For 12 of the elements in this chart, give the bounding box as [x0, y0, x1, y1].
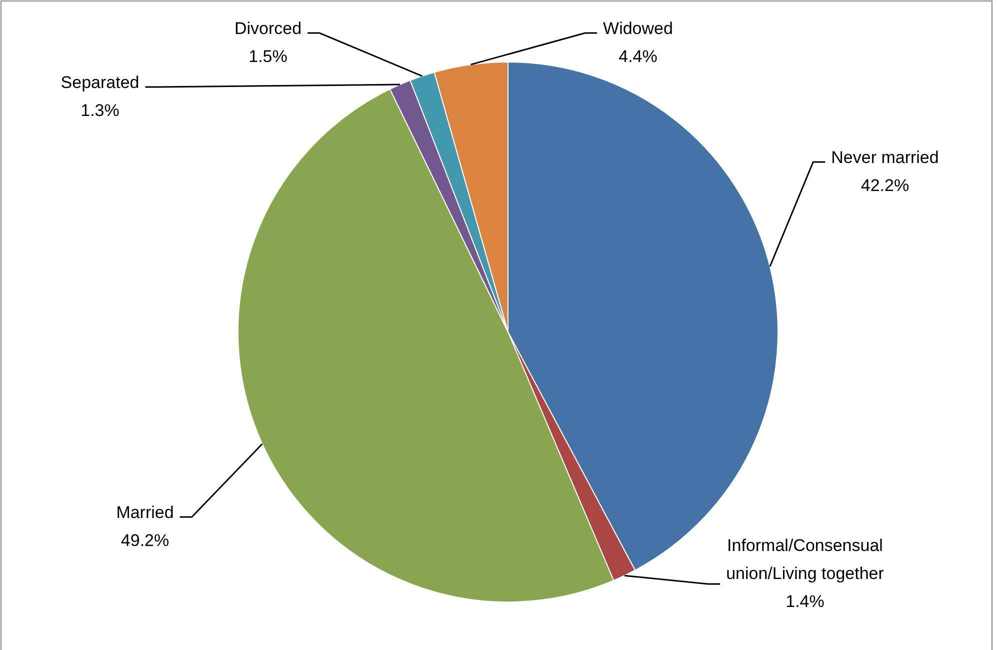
data-label: 4.4% — [618, 47, 658, 66]
data-label: 42.2% — [860, 176, 910, 195]
data-label: 1.3% — [80, 101, 120, 120]
slice-label: Divorced — [234, 19, 302, 38]
data-label: 49.2% — [120, 531, 170, 550]
slice-label: Separated — [60, 73, 140, 92]
data-label: 1.5% — [248, 47, 288, 66]
data-label: 1.4% — [786, 592, 824, 611]
slice-label: Never married — [831, 148, 939, 167]
slice-label: Informal/Consensual union/Living together — [726, 536, 884, 583]
slice-label: Married — [116, 503, 174, 522]
slice-label: Widowed — [603, 19, 673, 38]
